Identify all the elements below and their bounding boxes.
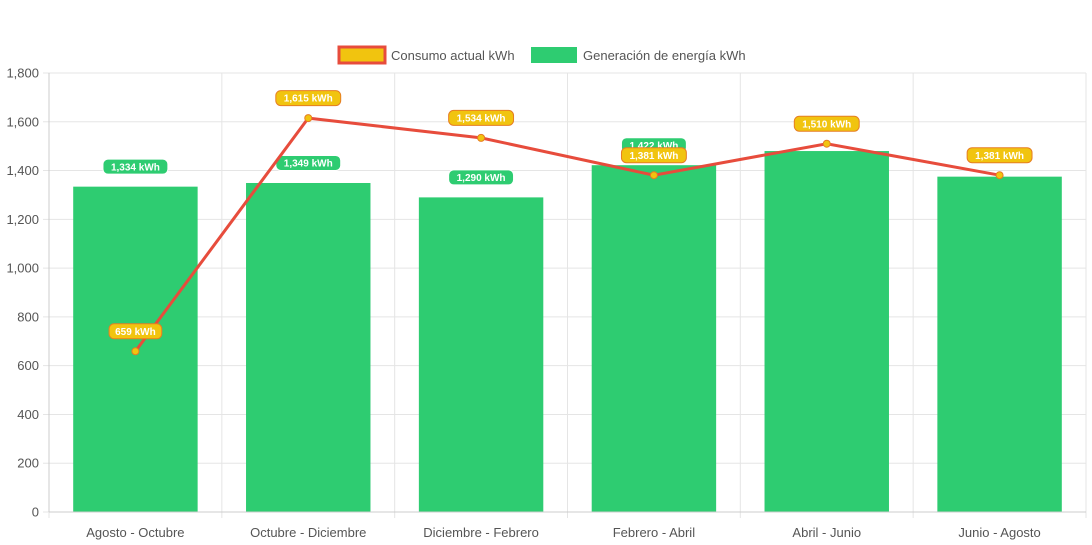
grid-lines (43, 72, 1087, 518)
bar-series (73, 151, 1062, 513)
line-point[interactable] (304, 114, 313, 123)
x-tick-label: Junio - Agosto (958, 525, 1040, 540)
x-tick-label: Octubre - Diciembre (250, 525, 366, 540)
y-tick-label: 200 (17, 456, 39, 471)
line-labels: 659 kWh 1,615 kWh 1,534 kWh 1,381 kWh 1,510 … (108, 90, 1033, 340)
line-data-label: 659 kWh (115, 327, 156, 338)
line-label-box (448, 109, 515, 126)
line-point[interactable] (131, 347, 140, 356)
x-axis: Agosto - Octubre Octubre - Diciembre Dicie… (49, 511, 1086, 540)
bar-data-label: 1,349 kWh (284, 159, 333, 170)
line-data-label: 1,510 kWh (802, 119, 851, 130)
line-point[interactable] (822, 139, 831, 148)
y-tick-label: 1,200 (6, 212, 39, 227)
y-tick-label: 1,800 (6, 66, 39, 81)
y-tick-label: 1,600 (6, 114, 39, 129)
line-label-box (108, 323, 163, 340)
bar-label-box (102, 158, 169, 175)
line-data-label: 1,381 kWh (629, 151, 678, 162)
y-tick-label: 800 (17, 309, 39, 324)
line-label-box (620, 147, 687, 164)
y-axis: 0 200 400 600 800 1,000 1,200 1,400 1,600 1,800 (6, 66, 50, 520)
legend-swatch-generacion[interactable] (531, 47, 577, 63)
line-data-label: 1,534 kWh (457, 113, 506, 124)
legend[interactable]: Consumo actual kWh Generación de energía… (337, 45, 746, 65)
legend-swatch-consumo[interactable] (337, 45, 387, 65)
bar[interactable] (764, 151, 889, 513)
line-point[interactable] (477, 133, 486, 142)
bar[interactable] (246, 182, 371, 512)
bar-data-label: 1,290 kWh (457, 173, 506, 184)
line-series (131, 114, 1004, 356)
line-path (134, 116, 1000, 353)
bar-labels: 1,334 kWh 1,349 kWh 1,290 kWh 1,422 kWh (102, 137, 687, 186)
x-tick-label: Agosto - Octubre (86, 525, 184, 540)
line-label-box (966, 147, 1033, 164)
bar-label-box (448, 169, 515, 186)
bar-data-label: 1,334 kWh (111, 162, 160, 173)
y-tick-label: 0 (32, 505, 39, 520)
bar-data-label: 1,422 kWh (629, 141, 678, 152)
line-point[interactable] (649, 171, 658, 180)
line-point[interactable] (995, 171, 1004, 180)
y-tick-label: 1,000 (6, 261, 39, 276)
y-tick-label: 400 (17, 407, 39, 422)
line-label-box (275, 90, 342, 107)
line-data-label: 1,381 kWh (975, 151, 1024, 162)
bar[interactable] (418, 197, 544, 512)
bar[interactable] (591, 165, 717, 512)
legend-label-consumo[interactable]: Consumo actual kWh (391, 48, 515, 63)
x-tick-label: Abril - Junio (792, 525, 861, 540)
line-data-label: 1,615 kWh (284, 94, 333, 105)
x-tick-label: Febrero - Abril (613, 525, 695, 540)
line-label-box (793, 115, 860, 132)
x-tick-label: Diciembre - Febrero (423, 525, 539, 540)
y-tick-label: 600 (17, 358, 39, 373)
bar[interactable] (937, 176, 1062, 512)
legend-label-generacion[interactable]: Generación de energía kWh (583, 48, 746, 63)
y-tick-label: 1,400 (6, 163, 39, 178)
